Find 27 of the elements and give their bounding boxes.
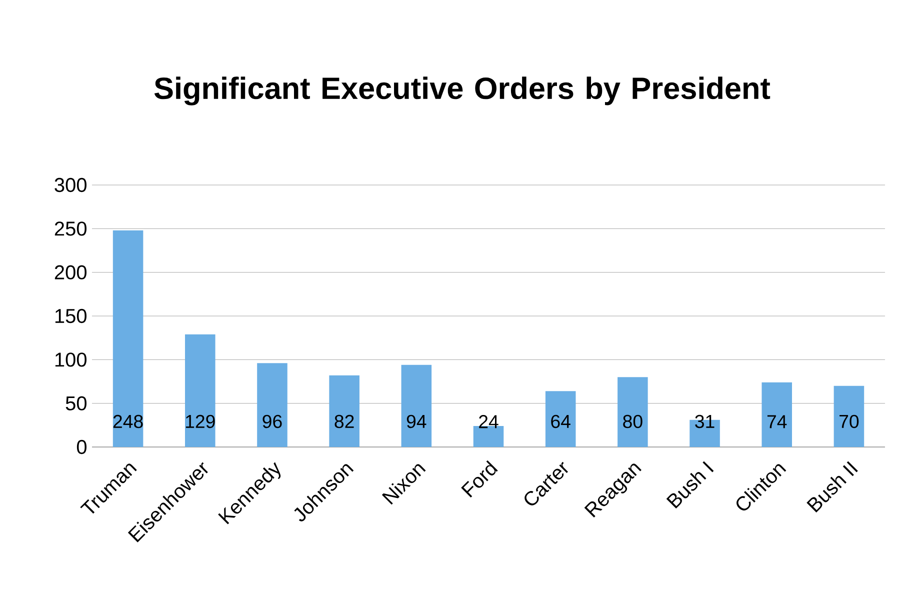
y-tick-label: 0 [76,440,86,454]
bar [618,377,648,447]
bar [185,334,216,447]
bar [112,230,144,447]
y-tick-label: 250 [54,222,86,236]
bar [401,364,432,447]
data-label: 94 [406,414,426,428]
y-tick-label: 300 [54,178,86,192]
bar [257,363,288,447]
bar [762,382,792,447]
y-tick-label: 100 [55,352,86,367]
data-label: 96 [262,414,282,428]
data-label: 82 [334,414,354,428]
data-label: 80 [623,414,642,428]
data-label: 64 [551,414,570,428]
data-label: 129 [186,414,215,428]
data-label: 248 [113,414,143,428]
data-label: 70 [840,414,859,428]
chart-title: Significant Executive Orders by President [154,76,770,106]
data-label: 74 [767,415,787,428]
y-tick-label: 50 [66,396,86,410]
bar [545,391,576,447]
y-tick-label: 200 [54,265,86,280]
bar [329,375,360,447]
data-label: 24 [479,415,498,428]
y-tick-label: 150 [55,308,86,324]
bar [834,386,864,447]
